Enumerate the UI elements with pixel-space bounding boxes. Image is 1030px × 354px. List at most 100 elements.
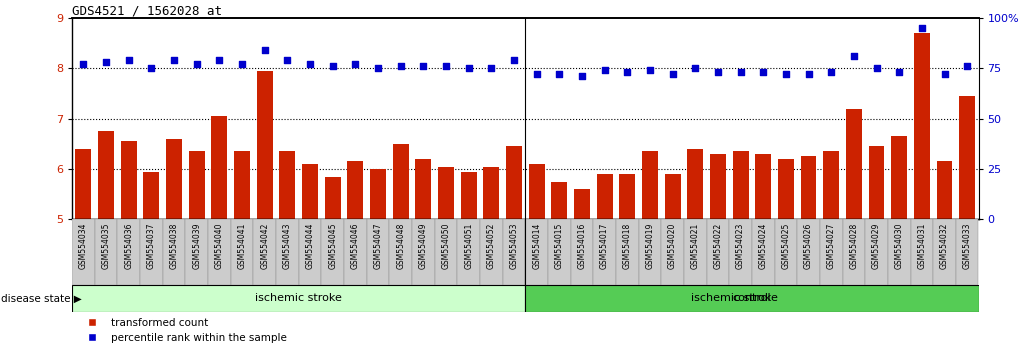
- Text: GSM554033: GSM554033: [963, 223, 971, 269]
- Point: [188, 61, 205, 67]
- Bar: [800, 156, 817, 219]
- Text: GSM554045: GSM554045: [329, 223, 337, 269]
- Bar: [732, 152, 749, 219]
- Text: GDS4521 / 1562028_at: GDS4521 / 1562028_at: [72, 4, 222, 17]
- Bar: [843, 219, 865, 285]
- Text: GSM554029: GSM554029: [872, 223, 881, 269]
- Text: GSM554017: GSM554017: [600, 223, 609, 269]
- Bar: [888, 219, 911, 285]
- Point: [732, 69, 749, 75]
- Text: GSM554038: GSM554038: [170, 223, 178, 269]
- Point: [596, 67, 613, 73]
- Bar: [143, 172, 160, 219]
- Point: [574, 73, 590, 79]
- Bar: [868, 146, 885, 219]
- Point: [256, 47, 273, 53]
- Bar: [302, 164, 318, 219]
- Point: [506, 57, 522, 63]
- Bar: [344, 219, 367, 285]
- Bar: [208, 219, 231, 285]
- Bar: [370, 169, 386, 219]
- Bar: [163, 219, 185, 285]
- Bar: [684, 219, 707, 285]
- Point: [755, 69, 771, 75]
- Bar: [551, 182, 568, 219]
- Bar: [460, 172, 477, 219]
- Bar: [687, 149, 703, 219]
- Bar: [121, 141, 137, 219]
- Bar: [276, 219, 299, 285]
- Text: GSM554035: GSM554035: [102, 223, 110, 269]
- Point: [914, 25, 930, 31]
- Bar: [324, 177, 341, 219]
- Bar: [548, 219, 571, 285]
- Bar: [75, 149, 92, 219]
- Text: GSM554015: GSM554015: [555, 223, 563, 269]
- Bar: [616, 219, 639, 285]
- Bar: [185, 219, 208, 285]
- Text: GSM554041: GSM554041: [238, 223, 246, 269]
- Bar: [775, 219, 797, 285]
- Bar: [936, 161, 953, 219]
- Bar: [231, 219, 253, 285]
- Bar: [234, 152, 250, 219]
- Bar: [661, 219, 684, 285]
- Point: [959, 63, 975, 69]
- Bar: [865, 219, 888, 285]
- Point: [823, 69, 839, 75]
- Bar: [914, 33, 930, 219]
- Bar: [593, 219, 616, 285]
- Text: GSM554021: GSM554021: [691, 223, 699, 269]
- Bar: [480, 219, 503, 285]
- Bar: [820, 219, 843, 285]
- Point: [687, 65, 703, 71]
- Text: ischemic stroke: ischemic stroke: [691, 293, 779, 303]
- Text: GSM554051: GSM554051: [465, 223, 473, 269]
- Point: [846, 53, 862, 59]
- Bar: [574, 189, 590, 219]
- Text: GSM554039: GSM554039: [193, 223, 201, 269]
- Bar: [299, 219, 321, 285]
- Text: GSM554040: GSM554040: [215, 223, 224, 269]
- Point: [619, 69, 636, 75]
- Bar: [389, 219, 412, 285]
- Text: GSM554030: GSM554030: [895, 223, 903, 269]
- Bar: [367, 219, 389, 285]
- Bar: [528, 164, 545, 219]
- Bar: [752, 219, 775, 285]
- Text: GSM554020: GSM554020: [668, 223, 677, 269]
- Bar: [321, 219, 344, 285]
- Point: [370, 65, 386, 71]
- Text: GSM554037: GSM554037: [147, 223, 156, 269]
- Point: [75, 61, 92, 67]
- Point: [166, 57, 182, 63]
- Bar: [253, 219, 276, 285]
- Bar: [279, 152, 296, 219]
- Bar: [506, 146, 522, 219]
- Text: GSM554026: GSM554026: [804, 223, 813, 269]
- Bar: [956, 219, 978, 285]
- Bar: [729, 219, 752, 285]
- Text: GSM554019: GSM554019: [646, 223, 654, 269]
- Text: GSM554034: GSM554034: [79, 223, 88, 269]
- Point: [664, 72, 681, 77]
- Bar: [891, 136, 907, 219]
- Point: [891, 69, 907, 75]
- Bar: [211, 116, 228, 219]
- Bar: [72, 219, 95, 285]
- Text: GSM554036: GSM554036: [125, 223, 133, 269]
- Bar: [823, 152, 839, 219]
- Point: [483, 65, 500, 71]
- Text: GSM554014: GSM554014: [533, 223, 541, 269]
- Bar: [911, 219, 933, 285]
- Point: [98, 59, 114, 65]
- Point: [324, 63, 341, 69]
- Bar: [438, 166, 454, 219]
- Point: [392, 63, 409, 69]
- Point: [121, 57, 137, 63]
- Bar: [642, 152, 658, 219]
- Bar: [755, 154, 771, 219]
- Text: GSM554042: GSM554042: [261, 223, 269, 269]
- Point: [211, 57, 228, 63]
- Bar: [571, 219, 593, 285]
